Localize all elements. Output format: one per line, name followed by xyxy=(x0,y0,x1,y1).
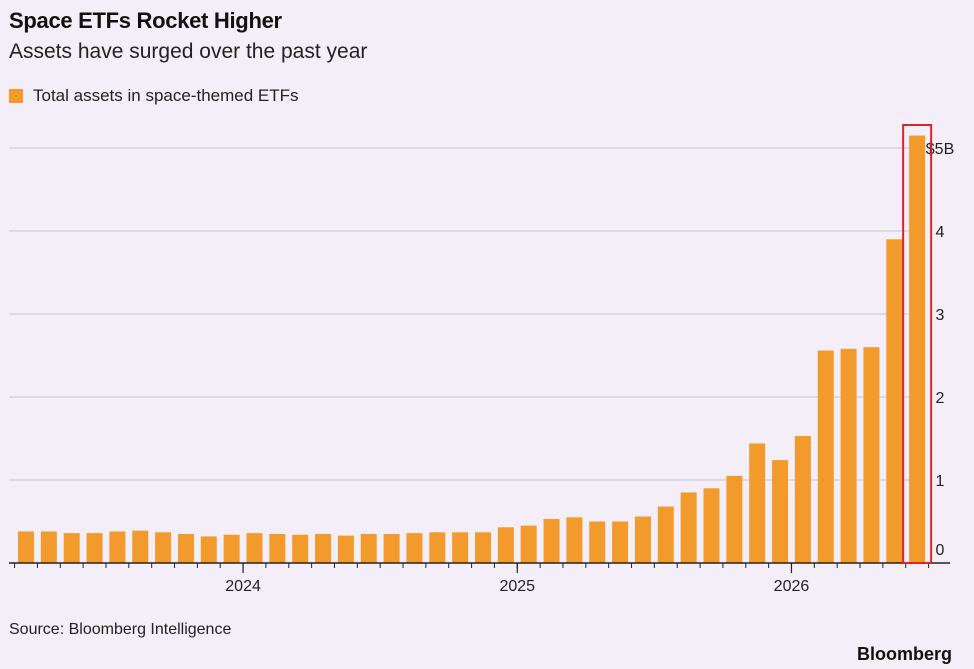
bar xyxy=(109,531,126,563)
bar xyxy=(246,533,263,563)
bar xyxy=(543,519,560,563)
bar xyxy=(269,533,286,563)
bar xyxy=(360,533,377,563)
chart-subtitle: Assets have surged over the past year xyxy=(9,40,368,63)
bars xyxy=(18,135,926,564)
bar xyxy=(63,533,80,563)
bar xyxy=(794,436,811,563)
bar xyxy=(657,506,674,563)
y-tick-label: 4 xyxy=(936,224,945,241)
bar xyxy=(155,532,172,563)
legend-swatch xyxy=(9,89,23,103)
bar xyxy=(177,533,194,563)
y-tick-label: 0 xyxy=(936,542,945,559)
highlight-box xyxy=(902,124,933,564)
y-tick-label: $5B xyxy=(926,141,954,158)
bar xyxy=(383,533,400,563)
x-axis: 2024 2025 2026 xyxy=(9,562,950,595)
bar xyxy=(497,527,514,563)
bar xyxy=(429,532,446,563)
bar xyxy=(337,535,354,563)
bar xyxy=(612,521,629,563)
bar xyxy=(452,532,469,563)
highlight xyxy=(902,124,933,564)
y-tick-label: 3 xyxy=(936,307,945,324)
y-tick-label: 1 xyxy=(936,473,945,490)
bar xyxy=(634,516,651,563)
bar xyxy=(863,347,880,563)
bar xyxy=(749,443,766,563)
bar xyxy=(18,531,34,563)
bar xyxy=(132,530,149,563)
bar xyxy=(589,521,606,563)
brand-logo: Bloomberg xyxy=(856,644,952,664)
bar xyxy=(475,532,491,563)
x-tick-label: 2024 xyxy=(225,578,261,595)
bar xyxy=(40,531,57,563)
x-tick-label: 2025 xyxy=(499,578,535,595)
bar xyxy=(703,488,720,563)
bar xyxy=(772,460,789,563)
x-tick-label: 2026 xyxy=(774,578,810,595)
bar xyxy=(726,475,743,563)
bar xyxy=(223,534,240,563)
bar xyxy=(200,536,217,563)
legend: Total assets in space-themed ETFs xyxy=(9,86,299,106)
bar xyxy=(520,525,537,563)
bar xyxy=(680,492,697,563)
gridlines xyxy=(9,147,920,481)
bar xyxy=(566,517,583,563)
legend-label: Total assets in space-themed ETFs xyxy=(33,86,299,105)
y-axis-labels: 0 1 2 3 4 $5B xyxy=(926,141,954,559)
chart-title: Space ETFs Rocket Higher xyxy=(9,8,282,33)
bar xyxy=(909,135,926,564)
source-note: Source: Bloomberg Intelligence xyxy=(9,621,232,638)
y-tick-label: 2 xyxy=(936,390,945,407)
bar xyxy=(292,534,309,563)
bar xyxy=(406,533,423,563)
bar xyxy=(817,350,834,563)
bar xyxy=(86,533,103,563)
bar xyxy=(886,239,903,564)
bar xyxy=(315,533,332,563)
bar xyxy=(840,348,857,563)
